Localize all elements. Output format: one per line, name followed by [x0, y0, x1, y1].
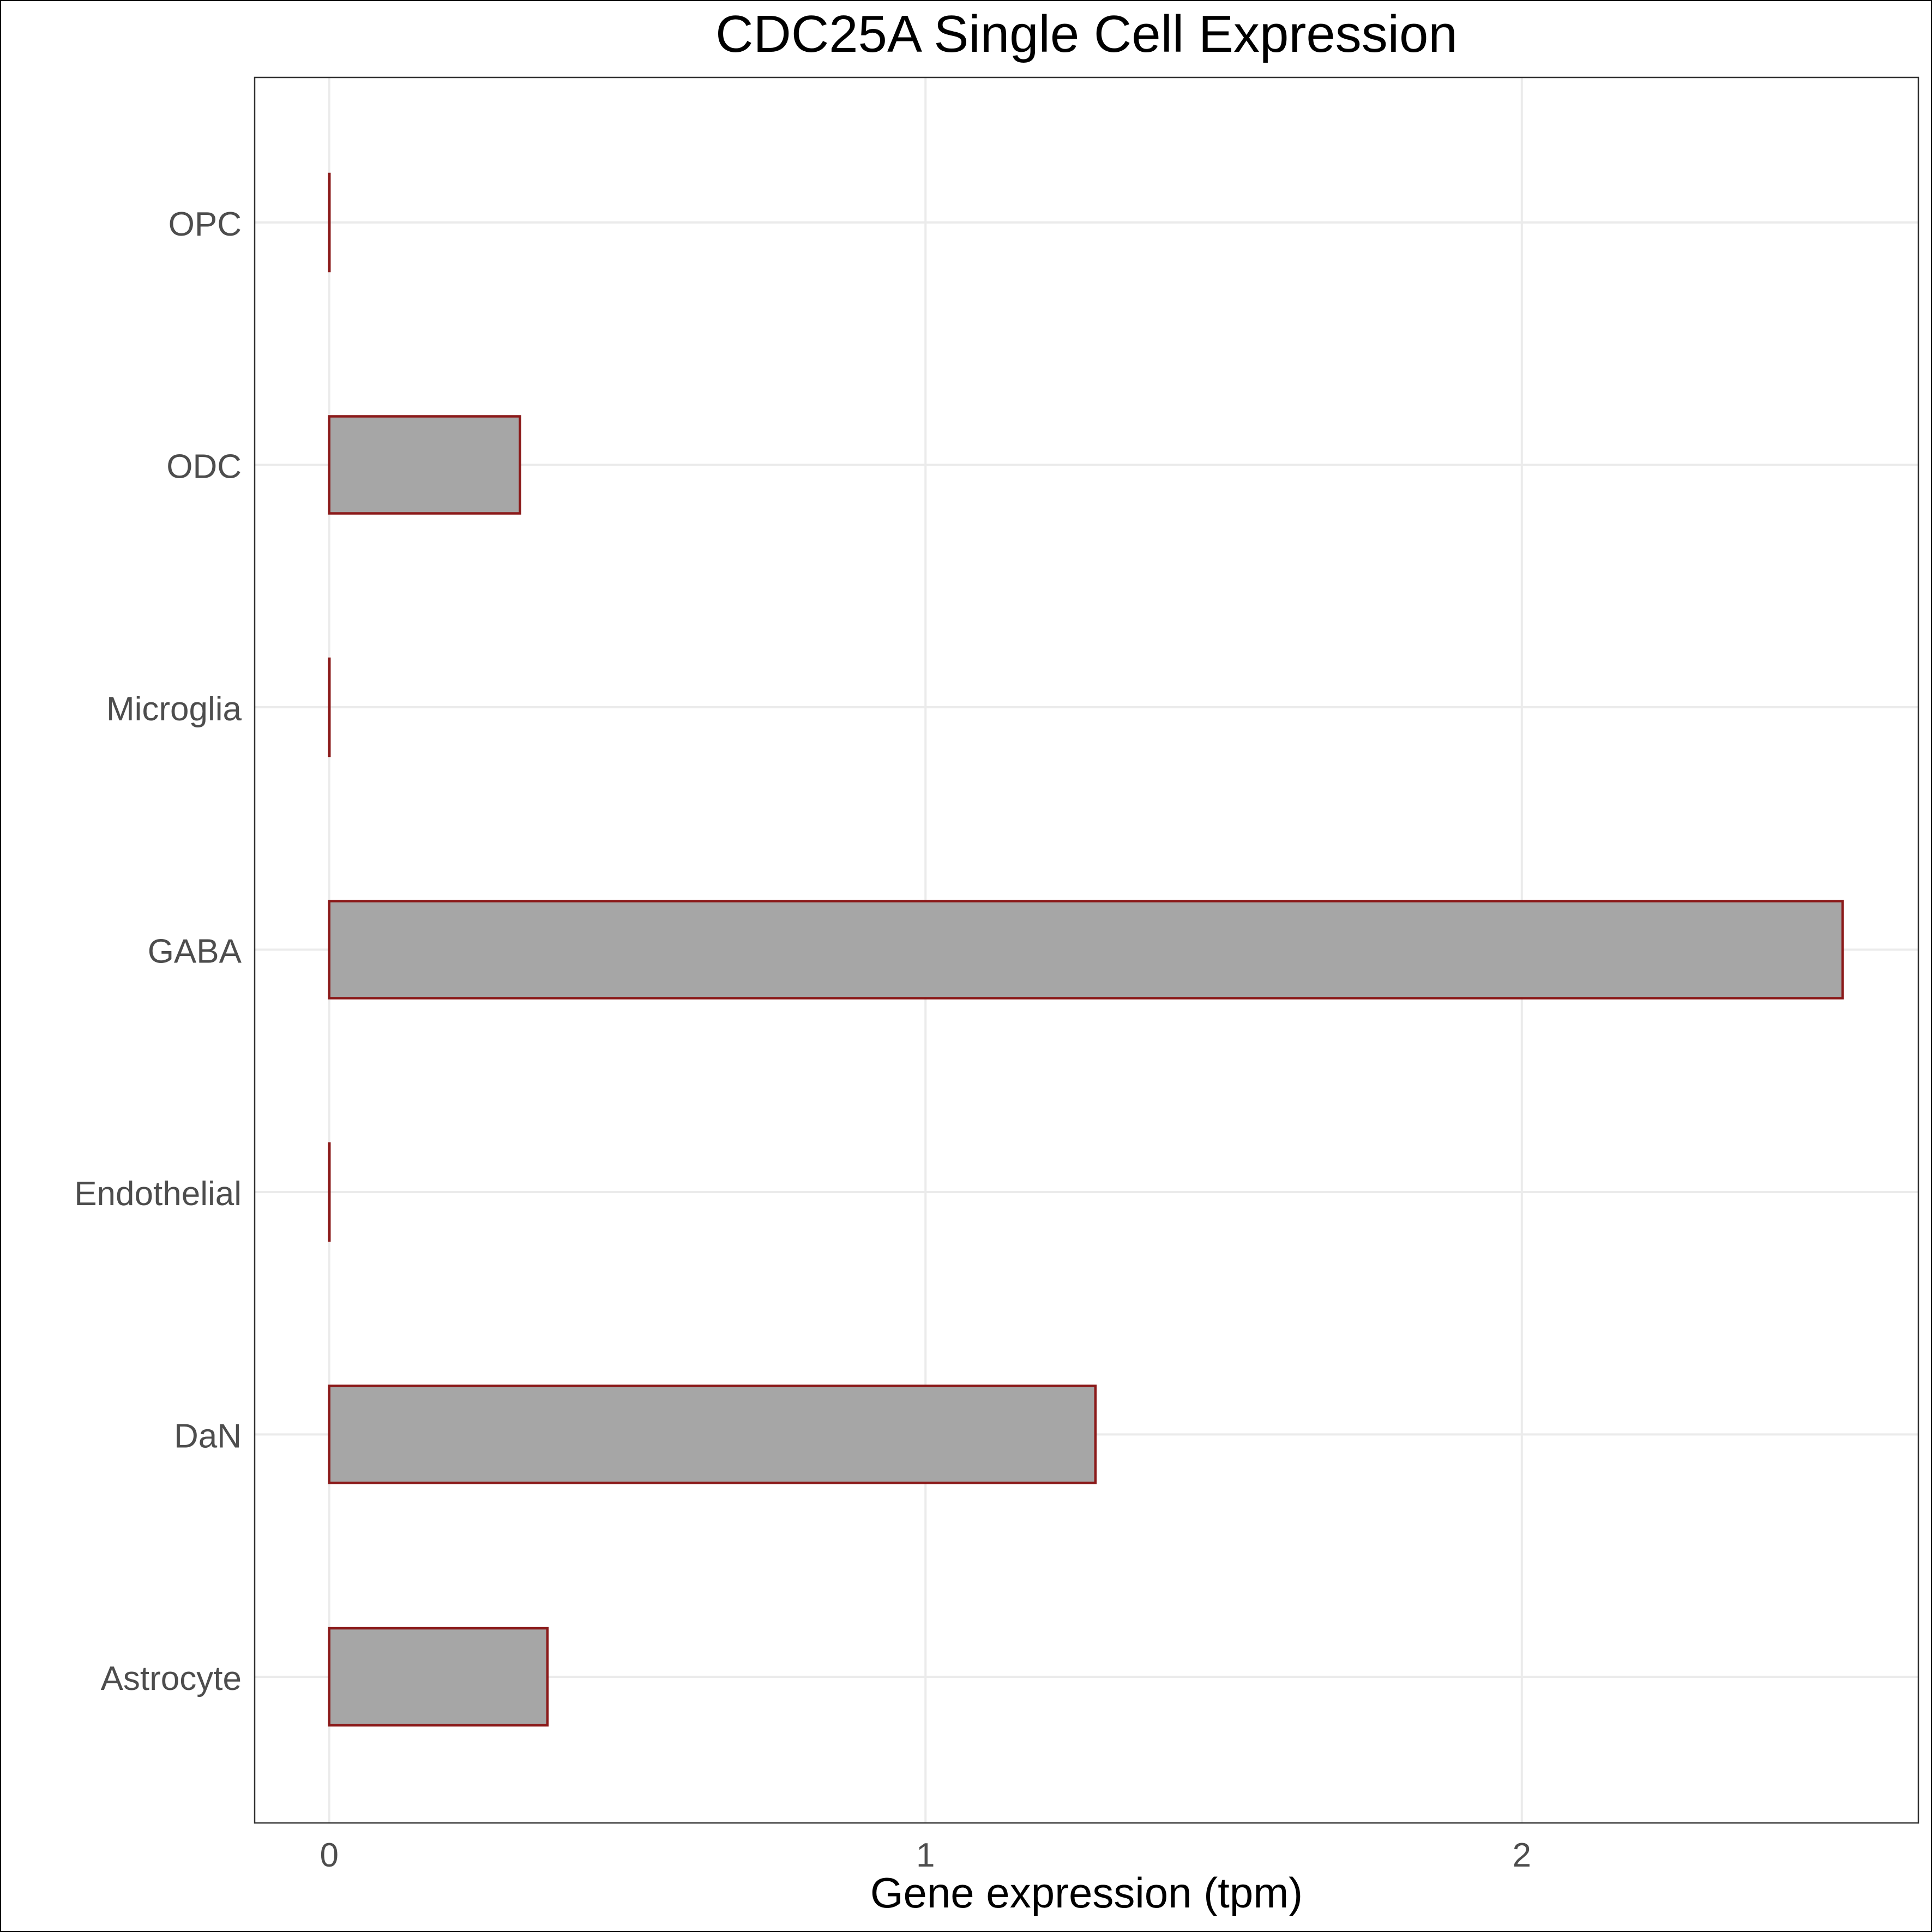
x-axis-title: Gene expression (tpm) [870, 1869, 1303, 1917]
bar [328, 900, 1844, 1000]
y-tick-label: Astrocyte [101, 1660, 242, 1698]
y-tick-label: Microglia [106, 690, 242, 728]
x-tick-label: 0 [320, 1837, 338, 1874]
bar [328, 415, 521, 515]
y-tick-label: GABA [148, 933, 242, 971]
panel-border [254, 76, 1919, 1824]
tick-layer: Astrocyte DaN Endothelial GABA Microglia ODC O… [74, 206, 1531, 1874]
x-tick-label: 1 [916, 1837, 935, 1874]
y-tick-label: OPC [168, 206, 242, 243]
bar [328, 172, 331, 273]
bar-layer [328, 172, 1844, 1727]
bar [328, 1385, 1097, 1484]
y-tick-label: DaN [174, 1418, 242, 1455]
y-tick-label: ODC [166, 448, 242, 486]
bar [328, 1627, 549, 1727]
bar [328, 657, 331, 757]
y-tick-label: Endothelial [74, 1175, 242, 1213]
bar [328, 1142, 331, 1242]
x-tick-label: 2 [1513, 1837, 1531, 1874]
chart-title: CDC25A Single Cell Expression [715, 5, 1458, 63]
